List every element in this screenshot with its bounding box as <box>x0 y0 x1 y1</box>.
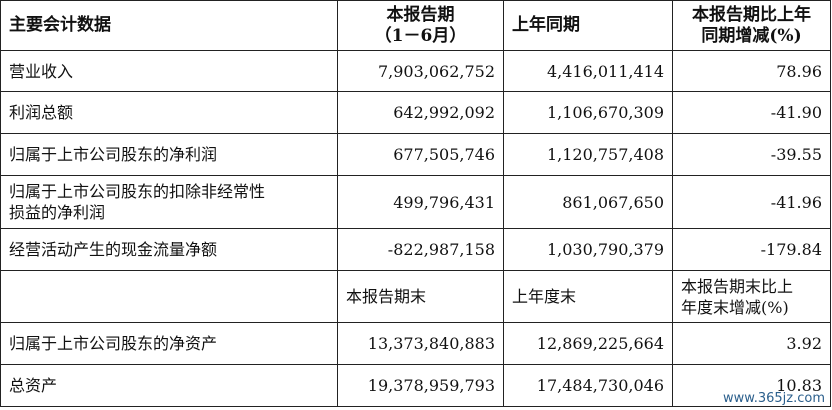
row-label: 营业收入 <box>0 50 338 92</box>
table-row: 归属于上市公司股东的净资产 13,373,840,883 12,869,225,… <box>0 322 831 365</box>
row-prior: 1,030,790,379 <box>503 228 673 271</box>
row-current: 7,903,062,752 <box>337 50 504 92</box>
row-prior: 12,869,225,664 <box>503 322 673 365</box>
table-row: 营业收入 7,903,062,752 4,416,011,414 78.96 <box>0 50 831 92</box>
row-prior: 17,484,730,046 <box>503 364 673 407</box>
row-current: 13,373,840,883 <box>337 322 504 365</box>
row-current: 642,992,092 <box>337 91 504 134</box>
row-label: 归属于上市公司股东的净利润 <box>0 133 338 176</box>
table-row: 归属于上市公司股东的净利润 677,505,746 1,120,757,408 … <box>0 133 831 176</box>
subheader-row: 本报告期末 上年度末 本报告期末比上 年度末增减(%) <box>0 270 831 323</box>
row-change: 78.96 <box>672 50 831 92</box>
subheader-change: 本报告期末比上 年度末增减(%) <box>672 270 831 323</box>
subheader-period-end: 本报告期末 <box>337 270 504 323</box>
row-label: 总资产 <box>0 364 338 407</box>
table-row: 总资产 19,378,959,793 17,484,730,046 10.83 <box>0 364 831 407</box>
row-change: -39.55 <box>672 133 831 176</box>
row-current: 677,505,746 <box>337 133 504 176</box>
row-change: -179.84 <box>672 228 831 271</box>
header-current-period: 本报告期 （1－6月） <box>337 0 504 51</box>
row-change: -41.96 <box>672 175 831 229</box>
row-prior: 1,120,757,408 <box>503 133 673 176</box>
row-prior: 861,067,650 <box>503 175 673 229</box>
row-prior: 1,106,670,309 <box>503 91 673 134</box>
subheader-prior-year-end: 上年度末 <box>503 270 673 323</box>
header-indicator: 主要会计数据 <box>0 0 338 51</box>
row-prior: 4,416,011,414 <box>503 50 673 92</box>
header-prior-period: 上年同期 <box>503 0 673 51</box>
header-change: 本报告期比上年 同期增减(%) <box>672 0 831 51</box>
table-row: 经营活动产生的现金流量净额 -822,987,158 1,030,790,379… <box>0 228 831 271</box>
row-change: -41.90 <box>672 91 831 134</box>
table-row: 归属于上市公司股东的扣除非经常性 损益的净利润 499,796,431 861,… <box>0 175 831 229</box>
table-row: 利润总额 642,992,092 1,106,670,309 -41.90 <box>0 91 831 134</box>
watermark: www.365jz.com <box>720 391 828 406</box>
row-label: 经营活动产生的现金流量净额 <box>0 228 338 271</box>
header-row: 主要会计数据 本报告期 （1－6月） 上年同期 本报告期比上年 同期增减(%) <box>0 0 831 51</box>
row-current: -822,987,158 <box>337 228 504 271</box>
row-label: 归属于上市公司股东的扣除非经常性 损益的净利润 <box>0 175 338 229</box>
row-label: 利润总额 <box>0 91 338 134</box>
subheader-empty <box>0 270 338 323</box>
row-current: 499,796,431 <box>337 175 504 229</box>
row-label: 归属于上市公司股东的净资产 <box>0 322 338 365</box>
row-change: 3.92 <box>672 322 831 365</box>
row-current: 19,378,959,793 <box>337 364 504 407</box>
